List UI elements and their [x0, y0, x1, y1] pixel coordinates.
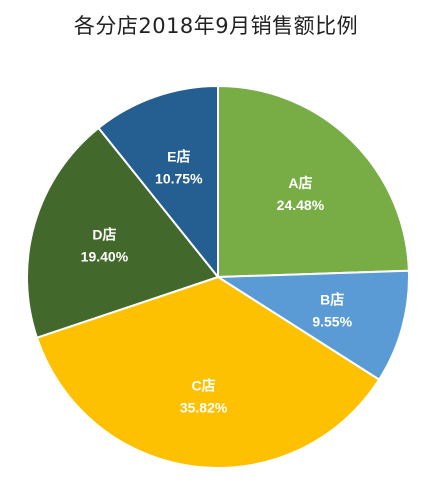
pie-slices [26, 85, 410, 469]
slice-value-label: 24.48% [277, 197, 325, 213]
slice-category-label: E店 [167, 148, 190, 164]
slice-category-label: D店 [92, 227, 116, 243]
slice-category-label: B店 [320, 291, 344, 307]
slice-value-label: 35.82% [180, 400, 228, 416]
pie-labels: A店 24.48% B店 9.55% C店 35.82% D店 19.40% E店 10.75% [81, 148, 353, 415]
slice-value-label: 9.55% [312, 313, 352, 329]
pie-slice-1 [217, 85, 410, 278]
pie-slice-3 [35, 276, 381, 469]
slice-category-label: C店 [192, 378, 216, 394]
chart-title: 各分店2018年9月销售额比例 [73, 14, 359, 38]
slice-category-label: A店 [288, 175, 312, 191]
slice-value-label: 19.40% [81, 249, 129, 265]
pie-slice-5 [97, 85, 219, 278]
pie-slice-4 [26, 126, 219, 339]
slice-value-label: 10.75% [155, 170, 203, 186]
pie-slice-2 [217, 269, 410, 381]
